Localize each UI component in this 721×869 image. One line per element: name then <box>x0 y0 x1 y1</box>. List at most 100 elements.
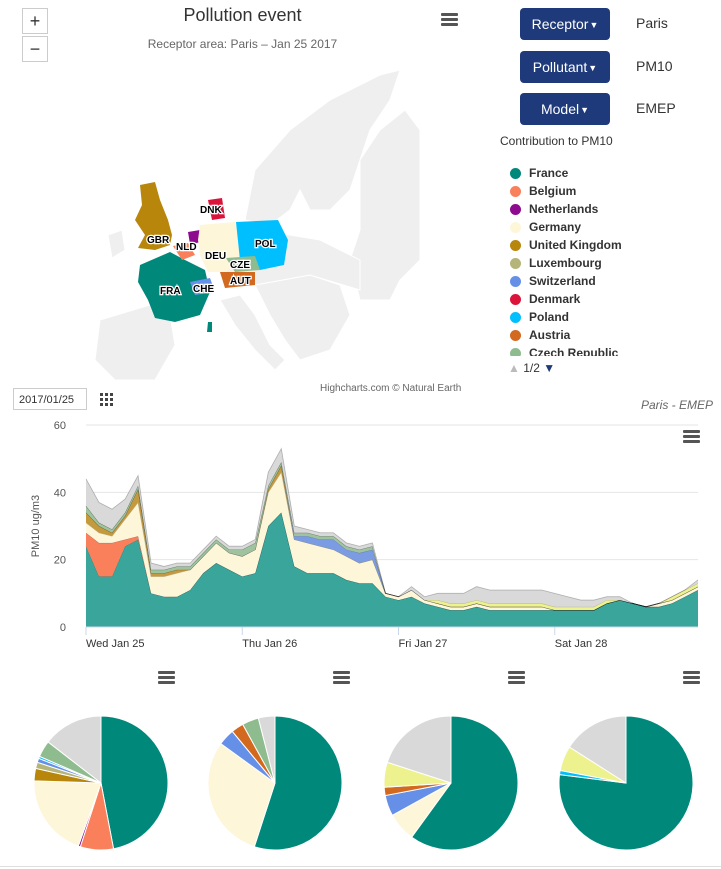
pie-4-menu-hamburger-icon[interactable] <box>683 671 700 684</box>
pollutant-button-label: Pollutant <box>532 59 588 75</box>
pager-down-icon[interactable]: ▼ <box>543 361 556 375</box>
model-button-label: Model <box>540 101 580 117</box>
pie-slice <box>33 780 102 847</box>
area-series <box>86 512 698 627</box>
pie-3-menu-hamburger-icon[interactable] <box>508 671 525 684</box>
map-country-dnk <box>208 198 225 220</box>
legend-item[interactable]: Belgium <box>510 182 715 200</box>
area-chart: 0 20 40 60 PM10 ug/m3 Wed Jan 25 Thu Jan 26 Fri… <box>30 420 699 650</box>
y-tick-label: 40 <box>54 487 66 499</box>
map-label-che: CHE <box>193 284 214 295</box>
legend-dot-icon <box>510 311 521 323</box>
legend-dot-icon <box>510 239 521 251</box>
map-title: Pollution event <box>183 5 302 25</box>
map-country-bel <box>173 243 195 260</box>
legend-dot-icon <box>510 293 521 305</box>
pie-slice <box>47 715 102 785</box>
pie-slice <box>386 715 452 784</box>
pie-2-menu-hamburger-icon[interactable] <box>333 671 350 684</box>
y-axis-label: PM10 ug/m3 <box>30 495 42 557</box>
map-label-cze: CZE <box>230 260 250 271</box>
area-chart-menu-hamburger-icon[interactable] <box>683 430 700 443</box>
map-subtitle: Receptor area: Paris – Jan 25 2017 <box>147 37 338 51</box>
legend-item-label: Netherlands <box>529 202 599 216</box>
map-land-italy <box>219 294 286 371</box>
legend-item-label: Austria <box>529 328 571 342</box>
legend-item-label: Germany <box>529 220 582 234</box>
zoom-out-button[interactable]: − <box>22 36 48 62</box>
map-label-aut: AUT <box>230 276 251 287</box>
pie-slice <box>253 715 343 851</box>
x-tick-label: Wed Jan 25 <box>86 638 145 650</box>
map-label-gbr: GBR <box>147 235 170 246</box>
map-menu-hamburger-icon[interactable] <box>441 13 458 26</box>
date-input[interactable]: 2017/01/25 <box>13 388 87 410</box>
legend-item[interactable]: France <box>510 164 715 182</box>
pager-up-icon[interactable]: ▲ <box>508 361 520 375</box>
map-label-dnk: DNK <box>200 205 222 216</box>
area-series <box>86 472 698 611</box>
map-country-aut <box>220 272 255 288</box>
legend-item[interactable]: United Kingdom <box>510 236 715 254</box>
pie-slice <box>207 742 276 848</box>
map-country-gbr <box>135 182 172 250</box>
area-series-line <box>85 511 699 611</box>
map-credit: Highcharts.com © Natural Earth <box>320 383 462 394</box>
legend-item[interactable]: Luxembourg <box>510 254 715 272</box>
legend-dot-icon <box>510 275 521 287</box>
y-tick-label: 20 <box>54 555 66 567</box>
legend-item[interactable]: Poland <box>510 308 715 326</box>
y-tick-label: 60 <box>54 420 66 432</box>
legend-item[interactable]: Germany <box>510 218 715 236</box>
area-chart-header: Paris - EMEP <box>640 398 713 412</box>
map-label-fra: FRA <box>160 286 181 297</box>
legend-dot-icon <box>510 203 521 215</box>
caret-down-icon: ▼ <box>588 63 598 73</box>
model-dropdown-button[interactable]: Model▼ <box>520 93 610 125</box>
caret-down-icon: ▼ <box>580 105 590 115</box>
zoom-in-button[interactable]: + <box>22 8 48 34</box>
y-tick-label: 0 <box>60 622 66 634</box>
caret-down-icon: ▼ <box>589 20 599 30</box>
receptor-dropdown-button[interactable]: Receptor▼ <box>520 8 610 40</box>
area-series-line <box>85 447 699 608</box>
legend-pager: ▲ 1/2 ▼ <box>508 361 555 375</box>
legend-item[interactable]: Switzerland <box>510 272 715 290</box>
legend-item[interactable]: Czech Republic <box>510 344 715 356</box>
map-label-deu: DEU <box>205 251 226 262</box>
x-tick-label: Sat Jan 28 <box>555 638 608 650</box>
area-series-line <box>85 464 699 611</box>
legend-dot-icon <box>510 257 521 269</box>
legend-item[interactable]: Denmark <box>510 290 715 308</box>
calendar-grid-icon[interactable] <box>100 393 113 406</box>
pollutant-value: PM10 <box>636 58 673 74</box>
legend-item[interactable]: Netherlands <box>510 200 715 218</box>
legend-title: Contribution to PM10 <box>500 134 613 148</box>
legend-dot-icon <box>510 185 521 197</box>
legend-item-label: Denmark <box>529 292 581 306</box>
pie-1-menu-hamburger-icon[interactable] <box>158 671 175 684</box>
pie-slice <box>558 715 694 851</box>
area-series-line <box>85 460 699 611</box>
bottom-divider <box>0 866 721 867</box>
pie-charts <box>33 715 694 851</box>
pollutant-dropdown-button[interactable]: Pollutant▼ <box>520 51 610 83</box>
legend-item[interactable]: Austria <box>510 326 715 344</box>
map-land-scandinavia <box>244 69 401 226</box>
x-tick-label: Thu Jan 26 <box>242 638 297 650</box>
receptor-value: Paris <box>636 15 668 31</box>
map-label-nld: NLD <box>176 242 197 253</box>
area-series-line <box>85 471 699 611</box>
area-series-line <box>85 464 699 611</box>
pie-slice <box>410 715 519 851</box>
map-land-ireland <box>107 229 126 259</box>
map-country-corsica <box>207 322 212 332</box>
legend-dot-icon <box>510 167 521 179</box>
legend-item-label: Luxembourg <box>529 256 602 270</box>
pie-slice <box>257 715 276 784</box>
pie-slice <box>100 715 169 850</box>
legend-item-label: United Kingdom <box>529 238 622 252</box>
map-label-pol: POL <box>255 239 276 250</box>
legend-item-label: Poland <box>529 310 570 324</box>
pager-text: 1/2 <box>523 361 540 375</box>
